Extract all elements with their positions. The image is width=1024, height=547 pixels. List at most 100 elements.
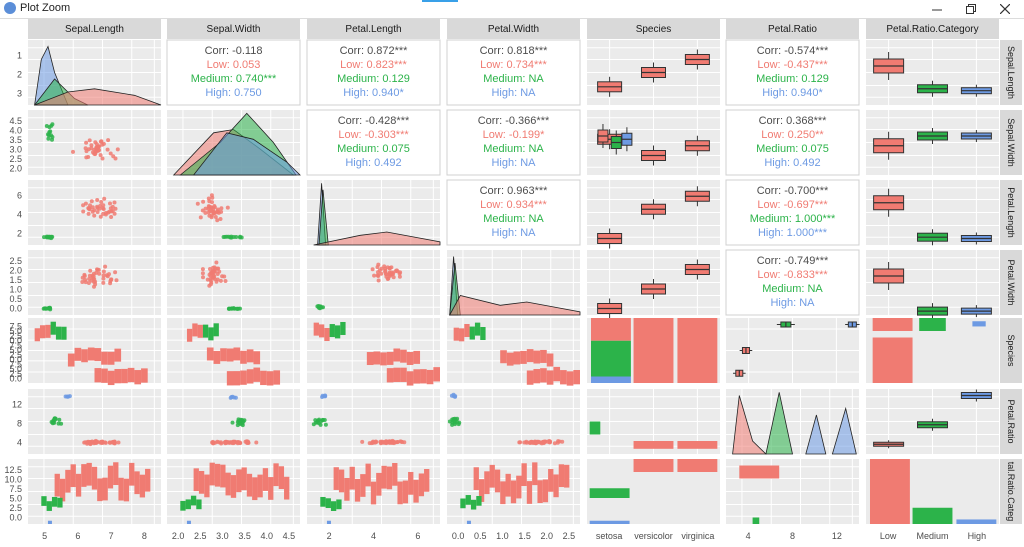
corr-label: High: 0.940* (762, 87, 823, 99)
histogram-bar (233, 347, 241, 361)
minimize-button[interactable] (922, 0, 952, 18)
histogram-bar (246, 473, 253, 497)
strip-top (587, 19, 720, 39)
histogram-bar (47, 520, 52, 524)
histogram-bar (474, 322, 481, 336)
scatter-point (92, 213, 97, 218)
corr-label: High: 0.940* (343, 87, 404, 99)
histogram-bar (313, 322, 319, 336)
y-tick-label: 5.0 (9, 345, 22, 355)
scatter-point (215, 218, 220, 223)
histogram-bar (134, 471, 140, 495)
scatter-point (216, 440, 221, 445)
corr-label: Corr: -0.749*** (757, 255, 829, 267)
x-tick-label: 8 (142, 531, 147, 541)
scatter-point (219, 206, 224, 211)
corr-label: Medium: NA (762, 283, 823, 295)
scatter-point (46, 136, 51, 141)
close-button[interactable] (990, 0, 1020, 18)
y-tick-label: 4 (17, 438, 22, 448)
scatter-point (95, 204, 100, 209)
histogram-bar (121, 368, 128, 384)
x-tick-label: 7 (109, 531, 114, 541)
scatter-point (316, 304, 321, 308)
histogram-bar (589, 421, 601, 435)
x-tick-label: 4 (371, 531, 376, 541)
histogram-bar (91, 466, 98, 490)
scatter-point (97, 271, 102, 276)
histogram-bar (206, 347, 214, 361)
corr-label: Medium: NA (483, 143, 544, 155)
corr-label: Medium: 0.129 (337, 73, 410, 85)
histogram-bar (236, 469, 242, 493)
histogram-bar (197, 324, 203, 338)
scatter-point (50, 122, 55, 127)
scatter-point (95, 440, 100, 445)
corr-label: Medium: NA (483, 213, 544, 225)
histogram-bar (134, 370, 142, 385)
scatter-point (314, 420, 318, 425)
histogram-bar (553, 474, 559, 498)
y-tick-label: 0.0 (9, 303, 22, 313)
histogram-bar (420, 369, 427, 384)
y-tick-label: 7.5 (9, 340, 22, 350)
x-tick-label: 1.5 (518, 531, 531, 541)
histogram-bar (97, 478, 103, 502)
scatter-point (215, 266, 220, 271)
histogram-bar (677, 318, 718, 383)
histogram-bar (542, 479, 549, 503)
histogram-bar (326, 520, 331, 524)
histogram-bar (145, 468, 151, 492)
histogram-bar (489, 464, 495, 488)
scatter-point (104, 273, 109, 278)
scatter-point (114, 278, 119, 283)
scatter-point (557, 439, 562, 444)
strip-top-label: Petal.Width (488, 24, 539, 35)
corr-label: Low: -0.833*** (757, 269, 828, 281)
histogram-bar (386, 368, 394, 383)
x-tick-label: 2.0 (172, 531, 185, 541)
histogram-bar (139, 474, 146, 498)
strip-right (1000, 389, 1022, 454)
histogram-bar (380, 352, 387, 366)
scatter-point (214, 260, 219, 265)
corr-label: Corr: -0.366*** (478, 115, 550, 127)
scatter-point (95, 267, 100, 272)
histogram-bar (521, 463, 527, 487)
y-tick-label: 0.0 (9, 374, 22, 384)
histogram-bar (869, 459, 910, 524)
y-tick-label: 5.0 (9, 326, 22, 336)
scatter-point (211, 211, 216, 216)
histogram-bar (633, 318, 674, 383)
histogram-bar (533, 350, 541, 364)
histogram-bar (366, 352, 374, 366)
scatter-point (210, 195, 215, 200)
histogram-bar (424, 469, 430, 492)
histogram-bar (67, 353, 75, 367)
density-curve (34, 88, 162, 106)
corr-label: Medium: 0.075 (756, 143, 829, 155)
histogram-bar (324, 328, 330, 342)
strip-right (1000, 318, 1022, 383)
histogram-bar (590, 318, 631, 341)
corr-panel (725, 249, 860, 316)
corr-panel (306, 109, 441, 176)
scatter-point (99, 139, 104, 144)
y-tick-label: 3.5 (9, 135, 22, 145)
scatter-point (80, 275, 85, 280)
histogram-bar (214, 463, 221, 487)
histogram-bar (558, 464, 565, 488)
scatter-point (390, 271, 395, 276)
histogram-bar (484, 471, 490, 495)
maximize-button[interactable] (956, 0, 986, 18)
scatter-point (209, 280, 214, 285)
corr-label: Medium: 0.129 (756, 73, 829, 85)
histogram-bar (268, 477, 274, 500)
strip-top (307, 19, 440, 39)
y-tick-label: 6 (17, 191, 22, 201)
scatter-point (231, 235, 236, 239)
scatter-point (109, 277, 114, 282)
strip-top (28, 19, 161, 39)
scatter-point (108, 206, 113, 211)
scatter-point (81, 209, 86, 214)
